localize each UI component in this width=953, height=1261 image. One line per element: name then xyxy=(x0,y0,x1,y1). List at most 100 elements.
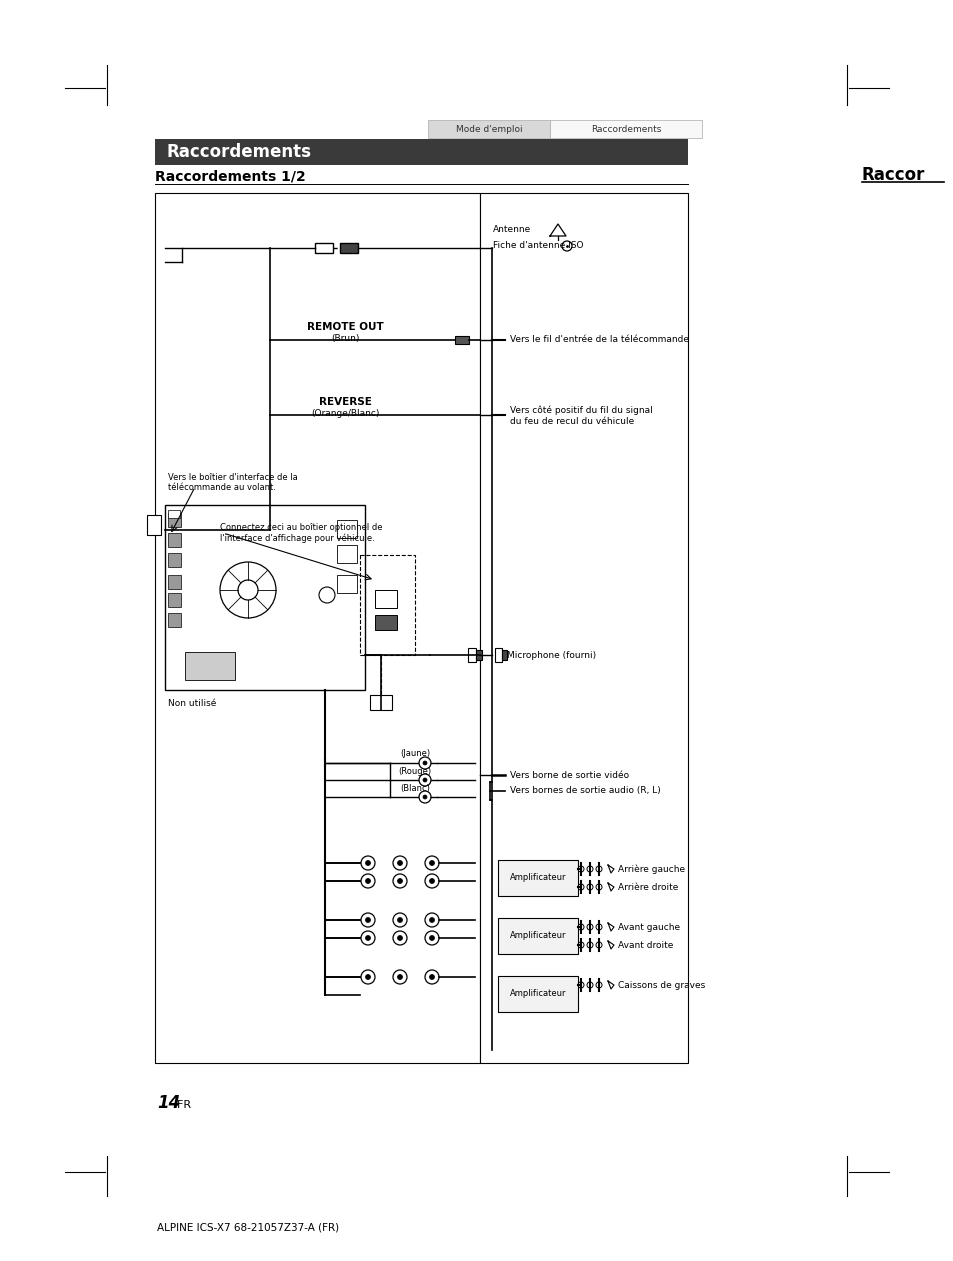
Text: Non utilisé: Non utilisé xyxy=(168,700,216,709)
Text: ALPINE ICS-X7 68-21057Z37-A (FR): ALPINE ICS-X7 68-21057Z37-A (FR) xyxy=(157,1223,338,1233)
Circle shape xyxy=(429,860,434,865)
Circle shape xyxy=(578,924,583,931)
Circle shape xyxy=(596,942,601,948)
Bar xyxy=(497,918,578,955)
Bar xyxy=(497,976,578,1013)
Text: Vers le fil d'entrée de la télécommande: Vers le fil d'entrée de la télécommande xyxy=(510,335,688,344)
Circle shape xyxy=(422,778,427,782)
Circle shape xyxy=(365,918,370,923)
Circle shape xyxy=(424,874,438,888)
Circle shape xyxy=(393,970,407,984)
Circle shape xyxy=(596,884,601,890)
Bar xyxy=(314,243,333,253)
Circle shape xyxy=(365,936,370,941)
Circle shape xyxy=(393,874,407,888)
Bar xyxy=(185,652,234,680)
Bar xyxy=(336,545,356,562)
Bar xyxy=(497,860,578,897)
Circle shape xyxy=(360,931,375,944)
Circle shape xyxy=(578,982,583,989)
Circle shape xyxy=(422,794,427,799)
Bar xyxy=(339,243,357,253)
Circle shape xyxy=(586,942,593,948)
Text: télécommande au volant.: télécommande au volant. xyxy=(168,483,275,493)
Circle shape xyxy=(424,931,438,944)
Bar xyxy=(168,593,181,607)
Text: Raccordements: Raccordements xyxy=(590,125,660,134)
Circle shape xyxy=(418,757,431,769)
Bar xyxy=(495,648,501,662)
Circle shape xyxy=(578,942,583,948)
Circle shape xyxy=(424,913,438,927)
Circle shape xyxy=(393,931,407,944)
Text: 14: 14 xyxy=(157,1095,180,1112)
Text: Raccor: Raccor xyxy=(862,166,924,184)
Text: (Brun): (Brun) xyxy=(331,334,359,343)
Circle shape xyxy=(360,970,375,984)
Bar xyxy=(550,120,701,137)
Text: (Jaune): (Jaune) xyxy=(399,749,430,759)
Circle shape xyxy=(429,936,434,941)
Circle shape xyxy=(586,884,593,890)
Bar xyxy=(168,613,181,627)
Text: Avant droite: Avant droite xyxy=(618,941,673,950)
Circle shape xyxy=(596,924,601,931)
Bar xyxy=(455,335,469,344)
Text: Connectez ceci au boîtier optionnel de: Connectez ceci au boîtier optionnel de xyxy=(220,522,382,531)
Text: Avant gauche: Avant gauche xyxy=(618,923,679,932)
Circle shape xyxy=(397,975,402,980)
Circle shape xyxy=(393,856,407,870)
Circle shape xyxy=(397,936,402,941)
Bar xyxy=(165,504,365,690)
Circle shape xyxy=(429,975,434,980)
Circle shape xyxy=(422,760,427,765)
Circle shape xyxy=(429,918,434,923)
Circle shape xyxy=(365,879,370,884)
Text: Antenne: Antenne xyxy=(493,226,531,235)
Circle shape xyxy=(596,982,601,989)
Text: Vers côté positif du fil du signal: Vers côté positif du fil du signal xyxy=(510,405,652,415)
Text: Vers bornes de sortie audio (R, L): Vers bornes de sortie audio (R, L) xyxy=(510,787,660,796)
Circle shape xyxy=(397,918,402,923)
Bar xyxy=(468,648,476,662)
Text: Raccordements: Raccordements xyxy=(167,142,312,161)
Text: Raccordements 1/2: Raccordements 1/2 xyxy=(154,170,305,184)
Circle shape xyxy=(360,856,375,870)
Text: Amplificateur: Amplificateur xyxy=(509,932,566,941)
Circle shape xyxy=(360,913,375,927)
Text: Vers borne de sortie vidéo: Vers borne de sortie vidéo xyxy=(510,770,628,779)
Text: Vers le boîtier d'interface de la: Vers le boîtier d'interface de la xyxy=(168,473,297,482)
Circle shape xyxy=(418,791,431,803)
Bar xyxy=(479,193,687,1063)
Circle shape xyxy=(418,774,431,786)
Bar xyxy=(476,649,481,660)
Text: REVERSE: REVERSE xyxy=(318,397,371,407)
Bar xyxy=(168,513,181,527)
Bar xyxy=(428,120,550,137)
Text: (Rouge): (Rouge) xyxy=(398,767,431,776)
Text: Arrière droite: Arrière droite xyxy=(618,883,678,892)
Circle shape xyxy=(596,866,601,873)
Circle shape xyxy=(586,924,593,931)
Bar xyxy=(168,554,181,567)
Text: Amplificateur: Amplificateur xyxy=(509,990,566,999)
Bar xyxy=(501,649,506,660)
Circle shape xyxy=(424,856,438,870)
Bar xyxy=(168,509,180,518)
Bar xyxy=(168,533,181,547)
Text: Arrière gauche: Arrière gauche xyxy=(618,864,684,874)
Text: Amplificateur: Amplificateur xyxy=(509,874,566,883)
Bar xyxy=(336,520,356,538)
Circle shape xyxy=(360,874,375,888)
Bar xyxy=(154,139,687,165)
Text: Mode d'emploi: Mode d'emploi xyxy=(456,125,521,134)
Bar xyxy=(370,695,392,710)
Bar xyxy=(168,575,181,589)
Circle shape xyxy=(578,884,583,890)
Text: REMOTE OUT: REMOTE OUT xyxy=(306,322,383,332)
Bar xyxy=(147,514,161,535)
Text: Fiche d'antenne ISO: Fiche d'antenne ISO xyxy=(493,242,583,251)
Circle shape xyxy=(397,879,402,884)
Text: (Blanc): (Blanc) xyxy=(399,783,430,792)
Circle shape xyxy=(578,866,583,873)
